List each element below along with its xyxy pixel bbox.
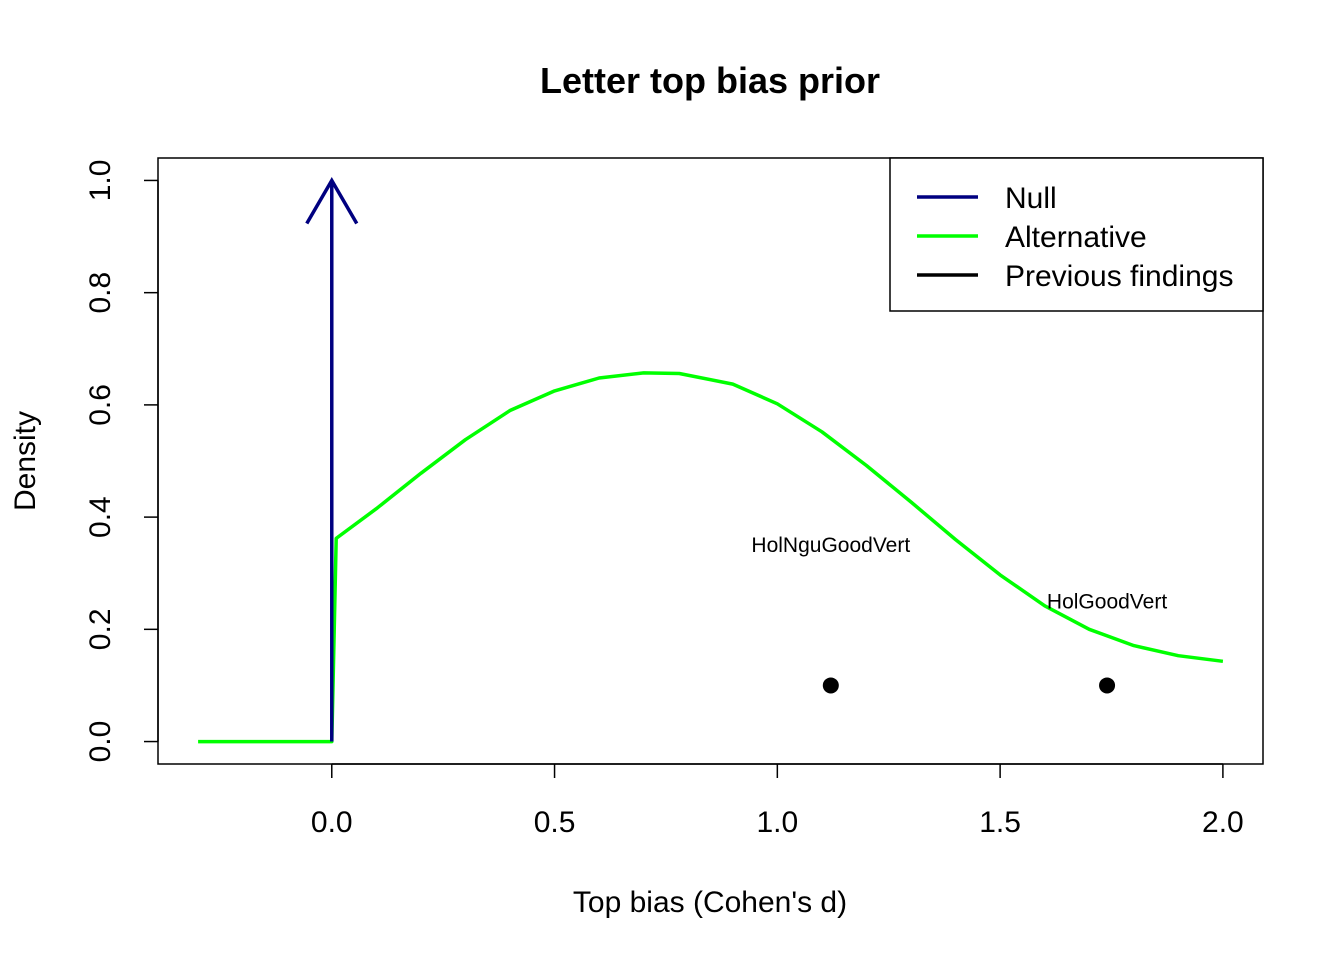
x-tick-label: 1.5 [979, 806, 1021, 839]
legend-label: Alternative [1005, 221, 1147, 254]
x-axis-label: Top bias (Cohen's d) [573, 886, 847, 919]
x-tick-label: 1.0 [756, 806, 798, 839]
previous-finding-label: HolGoodVert [1047, 590, 1167, 613]
y-tick-label: 1.0 [84, 160, 117, 202]
x-tick-label: 0.5 [534, 806, 576, 839]
y-axis: 0.0 0.2 0.4 0.6 0.8 1.0 [84, 160, 159, 763]
legend-label: Previous findings [1005, 260, 1233, 293]
previous-finding-point [1099, 677, 1116, 694]
y-tick-label: 0.2 [84, 608, 117, 650]
y-tick-label: 0.6 [84, 384, 117, 426]
y-tick-label: 0.8 [84, 272, 117, 314]
previous-finding-label: HolNguGoodVert [751, 534, 910, 557]
x-tick-label: 2.0 [1202, 806, 1244, 839]
y-axis-label: Density [9, 411, 42, 511]
series-layer [198, 176, 1224, 744]
previous-findings-layer: HolNguGoodVert HolGoodVert [751, 534, 1167, 694]
x-axis: 0.0 0.5 1.0 1.5 2.0 [311, 763, 1244, 839]
alternative-curve [198, 371, 1224, 744]
chart-title: Letter top bias prior [540, 60, 880, 101]
legend-label: Null [1005, 182, 1057, 215]
y-tick-label: 0.4 [84, 496, 117, 538]
legend: Null Alternative Previous findings [889, 157, 1264, 312]
y-tick-label: 0.0 [84, 721, 117, 763]
previous-finding-point [822, 677, 839, 694]
x-tick-label: 0.0 [311, 806, 353, 839]
null-spike-arrowhead [305, 176, 359, 225]
